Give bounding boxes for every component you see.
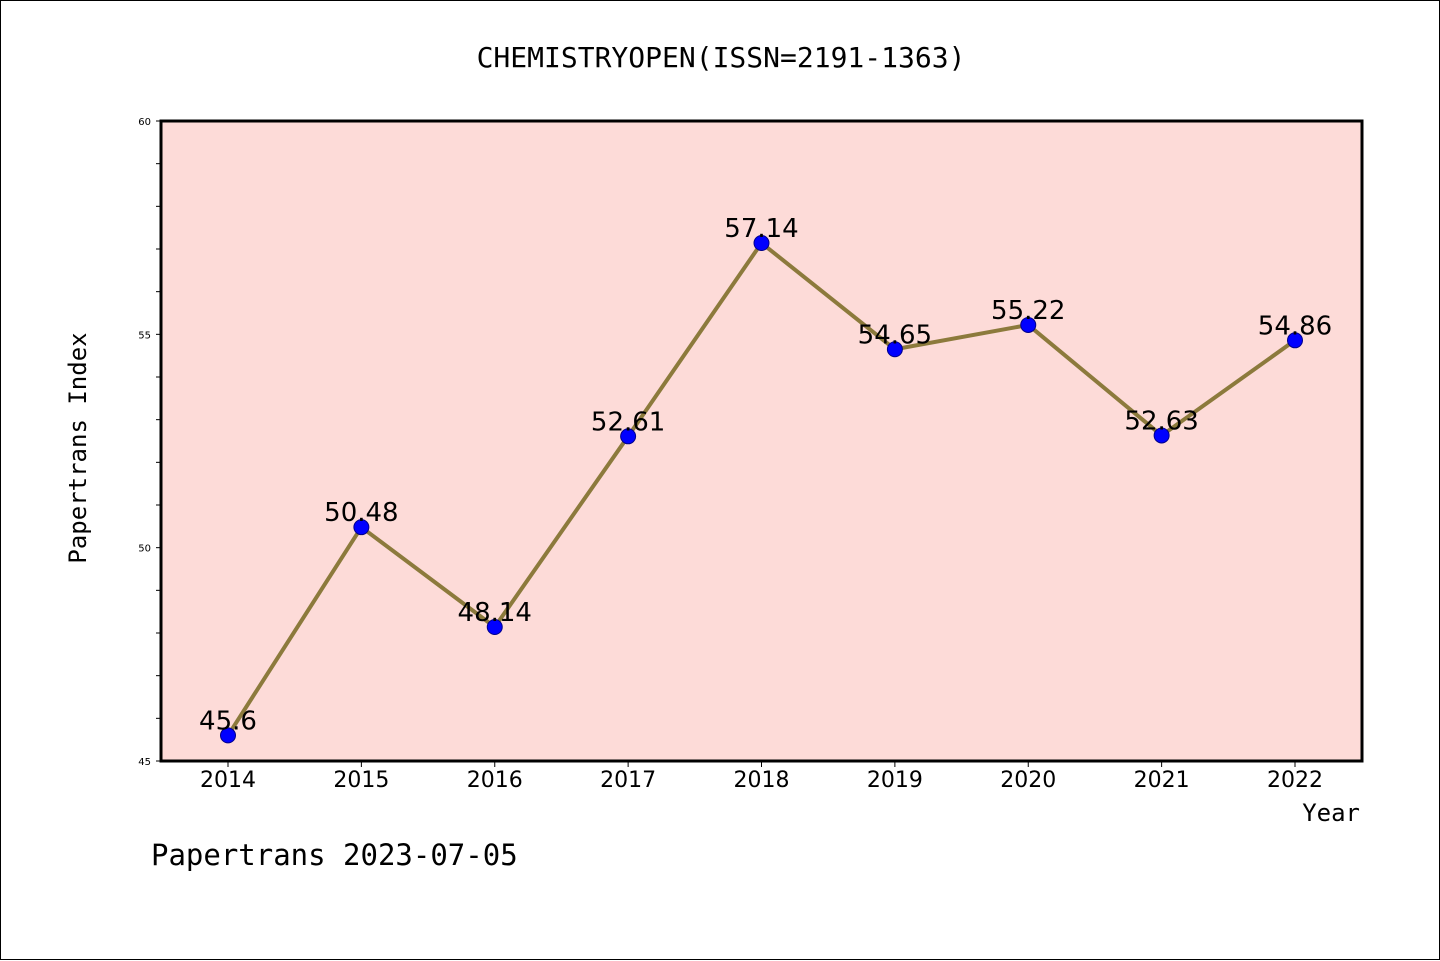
y-axis: 45 50 55 60: [138, 117, 161, 768]
data-label: 54.86: [1258, 311, 1332, 341]
x-tick-label: 2019: [867, 768, 923, 793]
data-point: [220, 727, 236, 744]
chart-title: CHEMISTRYOPEN(ISSN=2191-1363): [477, 41, 966, 74]
footer-date-stamp: Papertrans 2023-07-05: [151, 838, 518, 872]
y-tick-label: 50: [138, 544, 151, 555]
data-label: 52.61: [591, 407, 665, 437]
data-point: [620, 428, 637, 445]
data-label: 45.6: [199, 706, 257, 736]
data-labels: 45.6 50.48 48.14 52.61 57.14 54.65 55.22 52.63 5…: [199, 214, 1332, 736]
x-axis-title: Year: [1302, 799, 1360, 827]
y-axis-title: Papertrans Index: [64, 332, 92, 563]
x-tick-label: 2016: [467, 768, 523, 793]
data-point: [486, 619, 503, 636]
data-point: [1287, 332, 1303, 349]
x-tick-label: 2017: [600, 768, 656, 793]
data-point: [353, 519, 370, 536]
data-markers: [220, 235, 1303, 744]
data-point: [886, 341, 903, 358]
data-point: [1020, 316, 1037, 333]
x-tick-label: 2020: [1000, 768, 1056, 793]
data-label: 55.22: [991, 296, 1065, 326]
x-tick-label: 2021: [1134, 768, 1190, 793]
y-tick-label: 60: [138, 117, 151, 128]
x-axis: 2014 2015 2016 2017 2018 2019 2020 2021 2022: [200, 761, 1323, 793]
data-label: 57.14: [724, 214, 798, 244]
y-tick-label: 45: [138, 757, 151, 768]
x-tick-label: 2022: [1267, 768, 1323, 793]
data-label: 48.14: [458, 598, 532, 628]
data-label: 52.63: [1124, 406, 1198, 436]
data-point: [753, 235, 770, 252]
x-tick-label: 2014: [200, 768, 256, 793]
y-tick-label: 55: [138, 330, 151, 341]
x-tick-label: 2018: [734, 768, 790, 793]
data-point: [1153, 427, 1170, 444]
data-label: 50.48: [324, 498, 398, 528]
x-tick-label: 2015: [333, 768, 389, 793]
data-label: 54.65: [858, 320, 932, 350]
